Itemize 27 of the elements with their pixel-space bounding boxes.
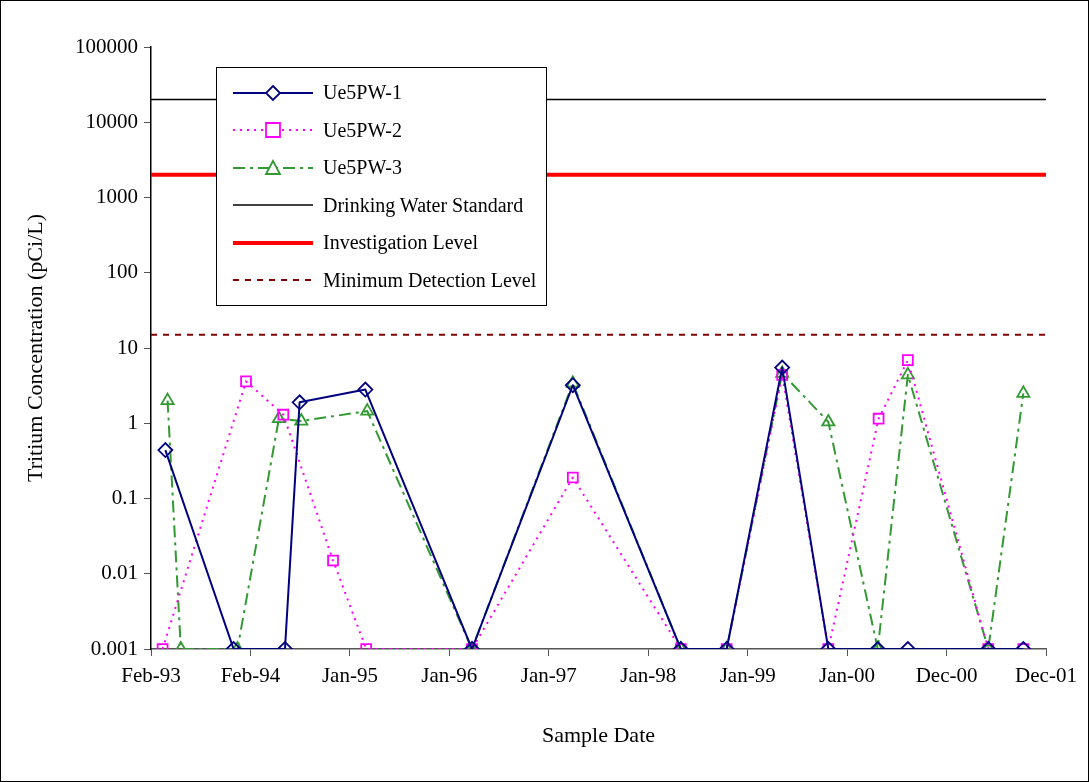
x-tick-label: Jan-97 xyxy=(520,663,577,688)
y-tick-label: 100000 xyxy=(75,33,138,58)
x-axis-title: Sample Date xyxy=(541,721,656,747)
x-tick-label: Dec-00 xyxy=(915,663,978,688)
x-tick-label: Jan-99 xyxy=(719,663,776,688)
x-tick-label: Dec-01 xyxy=(1015,663,1077,688)
legend-label: Ue5PW-3 xyxy=(323,156,402,180)
y-tick-label: 10 xyxy=(117,334,138,359)
x-tick-label: Jan-96 xyxy=(421,663,478,688)
y-tick-label: 0.1 xyxy=(111,485,138,510)
y-tick-label: 0.001 xyxy=(90,635,138,660)
legend-label: Drinking Water Standard xyxy=(323,193,524,217)
y-tick-label: 10000 xyxy=(85,108,138,133)
y-tick-label: 100 xyxy=(106,259,138,284)
legend-label: Investigation Level xyxy=(323,231,478,255)
legend-label: Ue5PW-2 xyxy=(323,118,402,142)
y-tick-label: 1 xyxy=(127,409,138,434)
x-tick-label: Jan-98 xyxy=(620,663,677,688)
y-tick-label: 1000 xyxy=(96,184,138,209)
legend-label: Ue5PW-1 xyxy=(323,81,402,105)
x-tick-label: Jan-95 xyxy=(321,663,378,688)
x-tick-label: Feb-94 xyxy=(220,663,281,688)
x-tick-label: Jan-00 xyxy=(819,663,876,688)
y-tick-label: 0.01 xyxy=(101,560,138,585)
x-tick-label: Feb-93 xyxy=(121,663,181,688)
legend-label: Minimum Detection Level xyxy=(323,268,537,292)
y-axis-title: Tritium Concentration (pCi/L) xyxy=(21,213,47,483)
